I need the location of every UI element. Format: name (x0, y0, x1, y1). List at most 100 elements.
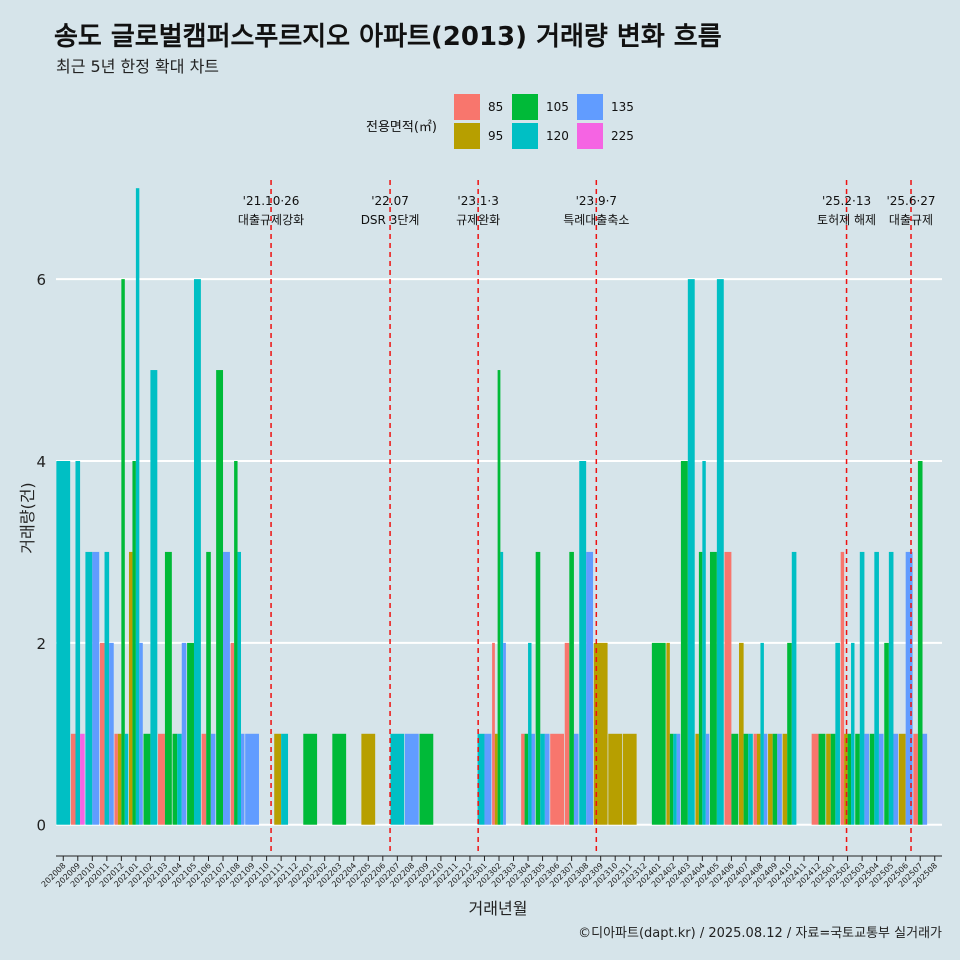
bar-85-202009 (70, 733, 76, 825)
bar-120-202101 (135, 188, 140, 825)
bar-105-202401 (651, 642, 666, 825)
bar-120-202010 (85, 551, 93, 825)
bar-120-202011 (104, 551, 110, 825)
bar-95-202309 (593, 642, 608, 825)
bar-85-202306 (550, 733, 564, 825)
bar-120-202502 (851, 642, 855, 825)
bar-120-202404 (702, 460, 706, 825)
bar-105-202101 (132, 460, 136, 825)
bar-120-202302 (500, 551, 504, 825)
bar-120-202102 (150, 370, 158, 825)
bar-95-202404 (695, 733, 699, 825)
event-date-label: '23.1·3 (457, 194, 498, 208)
bar-85-202011 (99, 642, 105, 825)
y-tick-label: 2 (36, 635, 46, 653)
bar-135-202505 (893, 733, 899, 825)
bar-95-202402 (666, 642, 670, 825)
bar-105-202407 (743, 733, 749, 825)
bar-95-202205 (361, 733, 376, 825)
event-name-label: DSR 3단계 (361, 213, 420, 227)
bar-85-202507 (913, 733, 918, 825)
bar-85-202103 (158, 733, 165, 825)
y-axis-label: 거래량(건) (18, 482, 37, 553)
bar-95-202302 (494, 733, 498, 825)
event-date-label: '25.6·27 (886, 194, 935, 208)
bar-120-202405 (716, 279, 724, 825)
bar-120-202207 (390, 733, 405, 825)
bar-135-202107 (223, 551, 230, 825)
bar-120-202304 (528, 642, 532, 825)
bar-120-202305 (540, 733, 545, 825)
bar-120-202501 (835, 642, 840, 825)
bar-105-202012 (121, 279, 125, 825)
event-date-label: '25.2·13 (822, 194, 871, 208)
bar-105-202302 (497, 370, 501, 825)
bar-120-202410 (791, 551, 797, 825)
bar-135-202011 (109, 642, 114, 825)
bar-95-202506 (898, 733, 906, 825)
bar-105-202304 (524, 733, 529, 825)
bar-95-202101 (128, 551, 133, 825)
bar-105-202103 (164, 551, 172, 825)
bar-135-202503 (864, 733, 870, 825)
bar-225-202009 (80, 733, 85, 825)
bar-135-202504 (878, 733, 884, 825)
bar-85-202406 (724, 551, 732, 825)
bar-105-202404 (698, 551, 703, 825)
bar-series (56, 188, 928, 825)
event-name-label: 규제완화 (456, 213, 500, 227)
bar-120-202408 (760, 642, 764, 825)
bar-105-202107 (216, 370, 224, 825)
bar-95-202502 (844, 733, 848, 825)
bar-85-202302 (492, 642, 495, 825)
bar-120-202503 (859, 551, 865, 825)
bar-95-202407 (739, 642, 744, 825)
bar-105-202507 (917, 460, 923, 825)
bar-135-202408 (763, 733, 768, 825)
bar-95-202501 (826, 733, 831, 825)
bar-105-202402 (669, 733, 674, 825)
bar-105-202305 (535, 551, 541, 825)
bar-105-202104 (172, 733, 178, 825)
bar-120-202012 (124, 733, 129, 825)
bar-105-202106 (206, 551, 211, 825)
bar-105-202406 (731, 733, 739, 825)
bar-85-202106 (201, 733, 207, 825)
bar-120-202104 (177, 733, 182, 825)
bar-85-202412 (811, 733, 819, 825)
bar-95-202311 (622, 733, 637, 825)
bar-105-202201 (303, 733, 318, 825)
bar-135-202507 (922, 733, 928, 825)
event-date-label: '21.10·26 (243, 194, 300, 208)
bar-120-202105 (193, 279, 201, 825)
bar-120-202308 (579, 460, 587, 825)
bar-105-202410 (787, 642, 792, 825)
bar-105-202505 (884, 642, 889, 825)
bar-120-202108 (237, 551, 242, 825)
bar-95-202409 (768, 733, 773, 825)
bar-135-202101 (139, 642, 143, 825)
event-name-label: 특례대출축소 (563, 213, 629, 227)
bar-135-202104 (181, 642, 187, 825)
bar-135-202409 (777, 733, 782, 825)
bar-95-202410 (782, 733, 788, 825)
event-name-label: 대출규제강화 (238, 213, 304, 227)
bar-85-202304 (521, 733, 525, 825)
bar-105-202203 (332, 733, 347, 825)
bar-95-202012 (117, 733, 122, 825)
event-date-label: '22.07 (371, 194, 409, 208)
bar-105-202105 (187, 642, 194, 825)
bar-120-202008 (56, 460, 71, 825)
bar-85-202502 (840, 551, 845, 825)
bar-135-202106 (210, 733, 216, 825)
y-tick-label: 4 (36, 453, 46, 471)
event-date-label: '23.9·7 (576, 194, 617, 208)
bar-95-202408 (756, 733, 761, 825)
bar-105-202501 (830, 733, 836, 825)
bar-135-202010 (92, 551, 100, 825)
bar-120-202504 (874, 551, 879, 825)
bar-120-202402 (673, 733, 677, 825)
bar-105-202503 (855, 733, 860, 825)
bar-135-202109 (245, 733, 259, 825)
bar-135-202208 (404, 733, 419, 825)
